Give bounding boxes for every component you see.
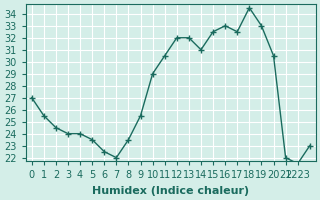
X-axis label: Humidex (Indice chaleur): Humidex (Indice chaleur)	[92, 186, 249, 196]
